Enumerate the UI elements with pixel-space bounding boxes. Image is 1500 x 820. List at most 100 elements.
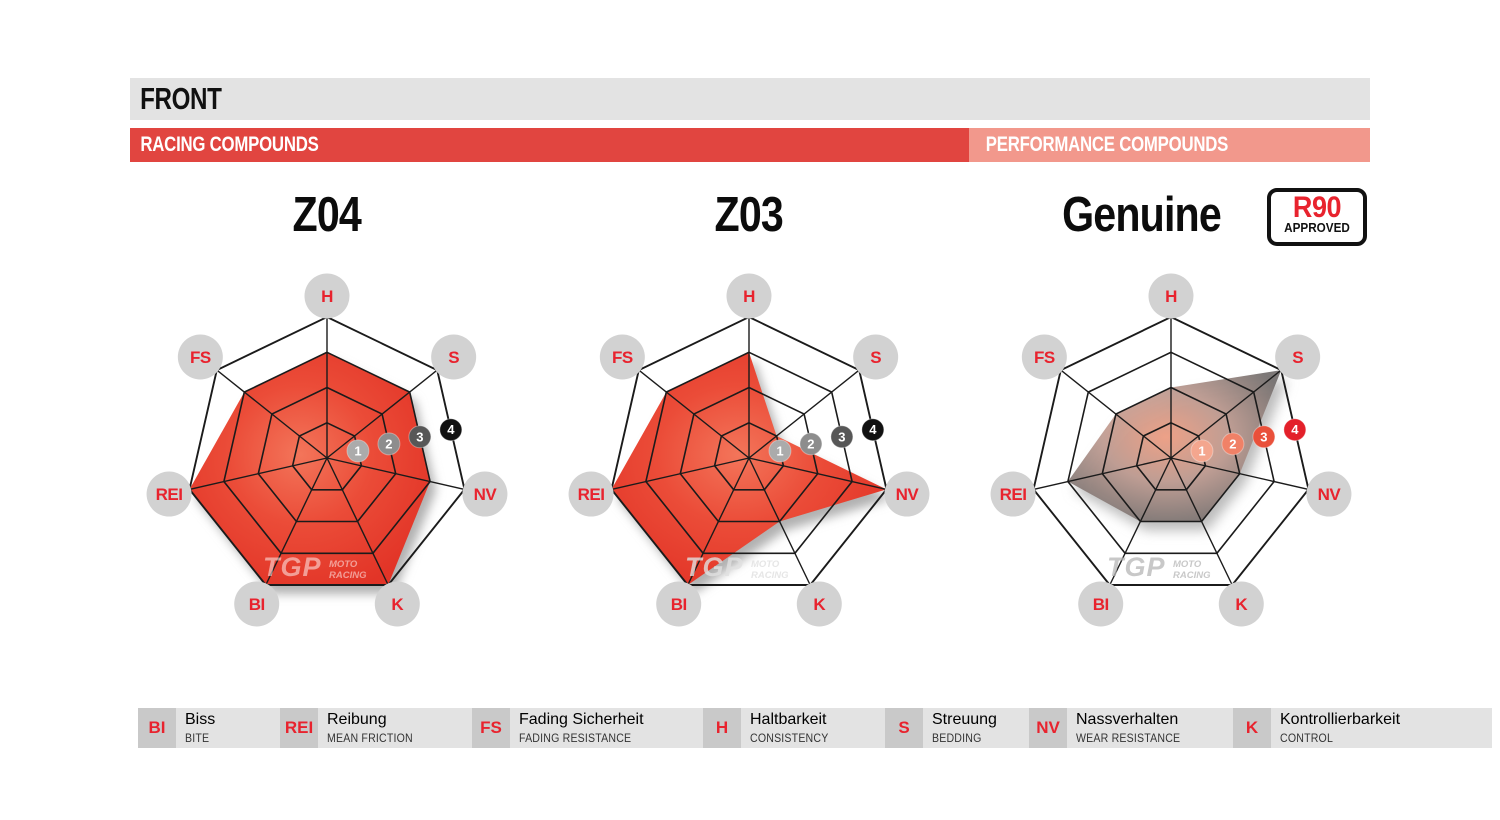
svg-text:2: 2	[1229, 436, 1236, 451]
legend-abbr-badge: NV	[1029, 708, 1067, 748]
svg-text:REI: REI	[1000, 485, 1027, 504]
axis-label-s: S	[853, 334, 899, 380]
svg-text:H: H	[321, 287, 333, 306]
svg-text:H: H	[1165, 287, 1177, 306]
legend-term-english: MEAN FRICTION	[327, 733, 413, 745]
legend-term-german: Reibung	[327, 711, 387, 728]
svg-text:4: 4	[869, 422, 877, 437]
axis-label-h: H	[1148, 273, 1194, 319]
scale-marker-3: 3	[1252, 425, 1276, 449]
scale-marker-2: 2	[377, 432, 401, 456]
svg-text:2: 2	[385, 436, 392, 451]
legend-abbr-badge: S	[885, 708, 923, 748]
data-polygon-z03	[611, 352, 887, 585]
legend-abbr-badge: FS	[472, 708, 510, 748]
svg-text:3: 3	[1260, 429, 1267, 444]
svg-text:RACING: RACING	[329, 570, 367, 581]
svg-text:MOTO: MOTO	[329, 559, 358, 570]
svg-text:MOTO: MOTO	[751, 559, 780, 570]
legend-text-block: Fading Sicherheit FADING RESISTANCE	[510, 710, 644, 747]
svg-text:NV: NV	[1318, 485, 1342, 504]
svg-text:S: S	[870, 348, 881, 367]
axis-label-h: H	[726, 273, 772, 319]
scale-marker-2: 2	[799, 432, 823, 456]
legend-term-english: BITE	[185, 733, 210, 745]
radar-grid	[188, 315, 466, 586]
svg-text:FS: FS	[612, 348, 633, 367]
legend-term-german: Nassverhalten	[1076, 711, 1179, 728]
legend-item-nv: NV Nassverhalten WEAR RESISTANCE	[1029, 708, 1233, 748]
axis-label-rei: REI	[568, 471, 614, 517]
axis-label-s: S	[431, 334, 477, 380]
legend-text-block: Streuung BEDDING	[923, 710, 997, 747]
legend-term-german: Kontrollierbarkeit	[1280, 711, 1401, 728]
scale-marker-4: 4	[1283, 418, 1307, 442]
svg-text:RACING: RACING	[751, 570, 789, 581]
legend-term-english: CONSISTENCY	[750, 733, 829, 745]
legend-item-k: K Kontrollierbarkeit CONTROL	[1233, 708, 1492, 748]
page-title: FRONT	[140, 81, 222, 116]
legend-term-german: Fading Sicherheit	[519, 711, 644, 728]
axis-label-k: K	[1218, 581, 1264, 627]
legend-text-block: Kontrollierbarkeit CONTROL	[1271, 710, 1400, 747]
svg-text:1: 1	[354, 443, 361, 458]
legend-term-german: Haltbarkeit	[750, 711, 827, 728]
svg-text:4: 4	[1291, 422, 1299, 437]
legend-text-block: Biss BITE	[176, 710, 215, 747]
svg-text:NV: NV	[896, 485, 920, 504]
axis-label-fs: FS	[177, 334, 223, 380]
scale-marker-1: 1	[346, 439, 370, 463]
radar-grid	[1032, 315, 1310, 586]
svg-text:FS: FS	[190, 348, 211, 367]
axis-label-nv: NV	[884, 471, 930, 517]
svg-text:REI: REI	[578, 485, 605, 504]
svg-text:TGP: TGP	[1107, 552, 1166, 582]
compound-title-z04: Z04	[197, 190, 457, 242]
data-polygon-z04	[189, 352, 431, 585]
axis-label-bi: BI	[1078, 581, 1124, 627]
scale-marker-1: 1	[1190, 439, 1214, 463]
svg-text:1: 1	[1198, 443, 1205, 458]
svg-text:2: 2	[807, 436, 814, 451]
svg-text:1: 1	[776, 443, 783, 458]
svg-text:TGP: TGP	[685, 552, 744, 582]
scale-marker-4: 4	[439, 418, 463, 442]
svg-text:BI: BI	[1093, 595, 1109, 614]
axis-label-bi: BI	[656, 581, 702, 627]
performance-compounds-label: PERFORMANCE COMPOUNDS	[985, 133, 1229, 156]
legend-text-block: Haltbarkeit CONSISTENCY	[741, 710, 835, 747]
svg-text:H: H	[743, 287, 755, 306]
legend-abbr-badge: K	[1233, 708, 1271, 748]
svg-text:FS: FS	[1034, 348, 1055, 367]
axis-label-nv: NV	[1306, 471, 1352, 517]
compound-title-text: Z03	[714, 188, 784, 242]
axis-label-nv: NV	[462, 471, 508, 517]
svg-text:S: S	[1292, 348, 1303, 367]
axis-label-fs: FS	[599, 334, 645, 380]
axis-label-bi: BI	[234, 581, 280, 627]
legend-item-s: S Streuung BEDDING	[885, 708, 1029, 748]
svg-text:K: K	[813, 595, 826, 614]
legend-text-block: Reibung MEAN FRICTION	[318, 710, 420, 747]
scale-marker-1: 1	[768, 439, 792, 463]
svg-text:BI: BI	[671, 595, 687, 614]
svg-text:NV: NV	[474, 485, 498, 504]
svg-text:RACING: RACING	[1173, 570, 1211, 581]
svg-text:4: 4	[447, 422, 455, 437]
legend-item-h: H Haltbarkeit CONSISTENCY	[703, 708, 885, 748]
scale-marker-3: 3	[408, 425, 432, 449]
legend-abbr-badge: H	[703, 708, 741, 748]
radar-grid	[610, 315, 888, 586]
legend-abbr-badge: BI	[138, 708, 176, 748]
svg-text:MOTO: MOTO	[1173, 559, 1202, 570]
compound-title-text: Genuine	[1062, 188, 1223, 242]
data-polygon-genuine	[1067, 370, 1282, 522]
legend-term-german: Biss	[185, 711, 216, 728]
